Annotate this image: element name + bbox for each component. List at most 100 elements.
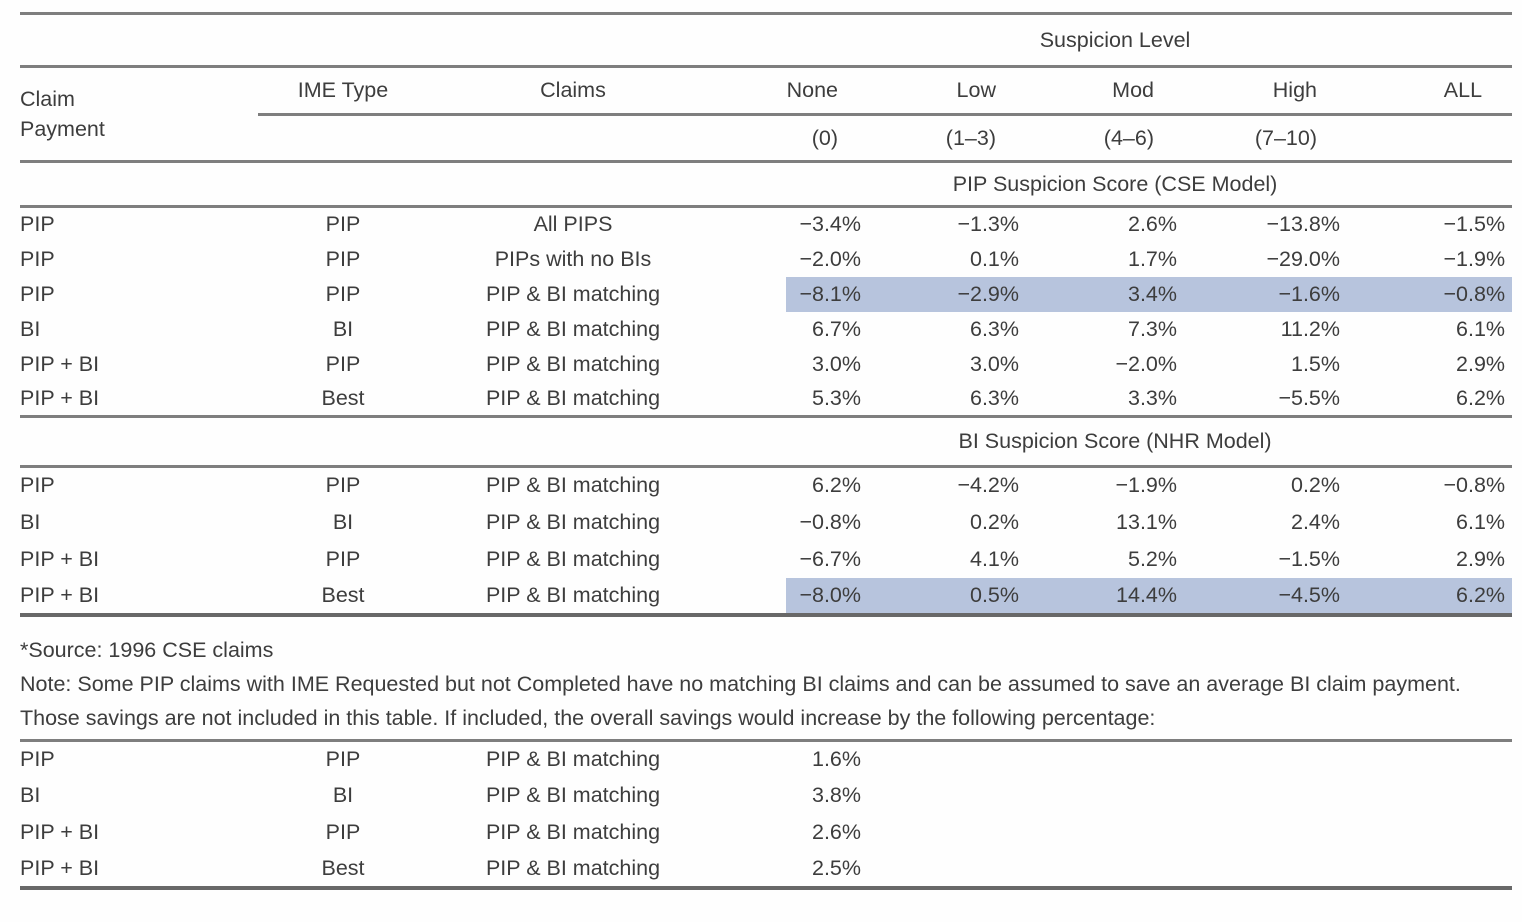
value-cell: 14.4% — [1026, 577, 1184, 617]
claims-cell: PIPs with no BIs — [494, 246, 652, 271]
value-cell: 13.1% — [1116, 509, 1177, 534]
spacer-cell — [868, 740, 1026, 777]
value-cell: −8.1% — [718, 276, 868, 312]
spacer-cell — [1347, 814, 1512, 851]
claims-cell: PIP & BI matching — [485, 783, 661, 807]
range-header-mod: (4–6) — [1026, 114, 1184, 163]
claim-payment-cell: PIP + BI — [20, 856, 100, 880]
value-cell: 0.2% — [1290, 473, 1340, 498]
value-cell: 2.4% — [1290, 509, 1340, 534]
table-row: PIP + BI PIP PIP & BI matching 3.0% 3.0%… — [20, 347, 1512, 382]
spacer-cell — [1026, 814, 1184, 851]
table-row: PIP PIP PIP & BI matching 6.2% −4.2% −1.… — [20, 467, 1512, 504]
spacer-cell — [1347, 740, 1512, 777]
table-row-highlighted: PIP + BI Best PIP & BI matching −8.0% 0.… — [20, 577, 1513, 617]
ime-type-cell: BI — [332, 783, 354, 807]
claim-payment-cell: PIP — [20, 246, 55, 271]
claim-payment-cell: PIP — [20, 212, 55, 237]
ime-type-cell: PIP — [325, 212, 361, 237]
value-cell: 6.1% — [1456, 316, 1506, 341]
ime-type-cell: PIP — [325, 746, 361, 771]
savings-table: Suspicion Level Claim Payment IME Type C… — [20, 12, 1513, 617]
range-header-high: (7–10) — [1184, 114, 1347, 163]
ime-type-cell: BI — [332, 509, 354, 534]
spacer-cell — [1347, 114, 1513, 163]
spacer-cell — [1184, 851, 1347, 888]
table-note: Note: Some PIP claims with IME Requested… — [20, 671, 1461, 730]
value-cell: −0.8% — [1443, 473, 1506, 498]
claim-payment-cell: PIP — [20, 473, 55, 498]
value-cell: 2.5% — [811, 856, 861, 880]
value-cell: −4.2% — [957, 473, 1019, 498]
claims-cell: PIP & BI matching — [485, 281, 661, 306]
claim-payment-cell: PIP — [20, 281, 55, 306]
value-cell: 5.2% — [1127, 546, 1177, 571]
value-cell: 3.3% — [1026, 381, 1184, 418]
table-row: PIP + BI PIP PIP & BI matching −6.7% 4.1… — [20, 541, 1512, 578]
value-cell: −4.5% — [1184, 577, 1347, 617]
ime-type-cell: PIP — [325, 546, 361, 571]
claims-cell: PIP & BI matching — [485, 746, 661, 771]
table-row: BI BI PIP & BI matching −0.8% 0.2% 13.1%… — [20, 504, 1512, 541]
spacer-cell — [1026, 740, 1184, 777]
spacer-cell — [1026, 777, 1184, 814]
ime-type-cell: PIP — [325, 820, 361, 844]
spacer-cell — [428, 114, 718, 163]
value-cell: −3.4% — [799, 212, 861, 237]
spacer-cell — [20, 13, 718, 68]
value-cell: 6.2% — [1347, 381, 1513, 418]
value-cell: −8.0% — [718, 577, 868, 617]
range-header-row: (0) (1–3) (4–6) (7–10) — [20, 114, 1513, 163]
spacer-cell — [258, 114, 428, 163]
spacer-cell — [1184, 740, 1347, 777]
value-cell: −2.0% — [1115, 351, 1177, 376]
level-header-mod: Mod — [1026, 66, 1184, 116]
value-cell: −0.8% — [799, 509, 861, 534]
value-cell: −1.9% — [1443, 246, 1506, 271]
claims-cell: PIP & BI matching — [428, 577, 718, 617]
claim-payment-cell: BI — [20, 783, 41, 807]
claims-cell: PIP & BI matching — [485, 473, 661, 498]
spacer-cell — [1184, 777, 1347, 814]
column-header-row: Claim Payment IME Type Claims None Low M… — [20, 66, 1513, 163]
claim-payment-cell: PIP + BI — [20, 577, 258, 617]
suspicion-level-row: Suspicion Level — [20, 13, 1513, 68]
value-cell: −2.9% — [868, 276, 1026, 312]
claims-cell: All PIPS — [533, 212, 613, 237]
bi-nhr-section-banner: BI Suspicion Score (NHR Model) — [718, 416, 1513, 468]
claim-payment-cell: BI — [20, 316, 41, 341]
ime-type-cell: Best — [321, 856, 365, 880]
ime-type-cell: Best — [258, 577, 428, 617]
spacer-cell — [20, 416, 718, 468]
appendix-table: PIP PIP PIP & BI matching 1.6% BI BI PIP… — [20, 738, 1512, 890]
level-header-high: High — [1184, 66, 1347, 116]
claims-cell: PIP & BI matching — [485, 820, 661, 844]
value-cell: 3.0% — [969, 351, 1019, 376]
value-cell: −1.6% — [1184, 276, 1347, 312]
pip-cse-section-banner: PIP Suspicion Score (CSE Model) — [718, 161, 1513, 208]
spacer-cell — [1347, 777, 1512, 814]
claims-cell: PIP & BI matching — [485, 509, 661, 534]
suspicion-level-header: Suspicion Level — [718, 13, 1513, 68]
spacer-cell — [868, 777, 1026, 814]
table-row: PIP PIP All PIPS −3.4% −1.3% 2.6% −13.8%… — [20, 207, 1512, 242]
claim-payment-cell: PIP + BI — [20, 351, 100, 376]
spacer-cell — [1184, 814, 1347, 851]
value-cell: 0.5% — [868, 577, 1026, 617]
ime-type-cell: PIP — [325, 281, 361, 306]
value-cell: 0.2% — [969, 509, 1019, 534]
section-banner-row: PIP Suspicion Score (CSE Model) — [20, 161, 1513, 208]
claims-header: Claims — [428, 66, 718, 116]
level-header-all: ALL — [1347, 66, 1513, 116]
claim-payment-cell: PIP + BI — [20, 381, 258, 418]
ime-type-cell: PIP — [325, 246, 361, 271]
appendix-row: PIP PIP PIP & BI matching 1.6% — [20, 740, 1512, 777]
spacer-cell — [1026, 851, 1184, 888]
appendix-row: BI BI PIP & BI matching 3.8% — [20, 777, 1512, 814]
source-note: *Source: 1996 CSE claims — [20, 637, 274, 662]
value-cell: −1.5% — [1278, 546, 1340, 571]
value-cell: −2.0% — [799, 246, 861, 271]
value-cell: 2.6% — [811, 820, 861, 844]
range-header-none: (0) — [718, 114, 868, 163]
